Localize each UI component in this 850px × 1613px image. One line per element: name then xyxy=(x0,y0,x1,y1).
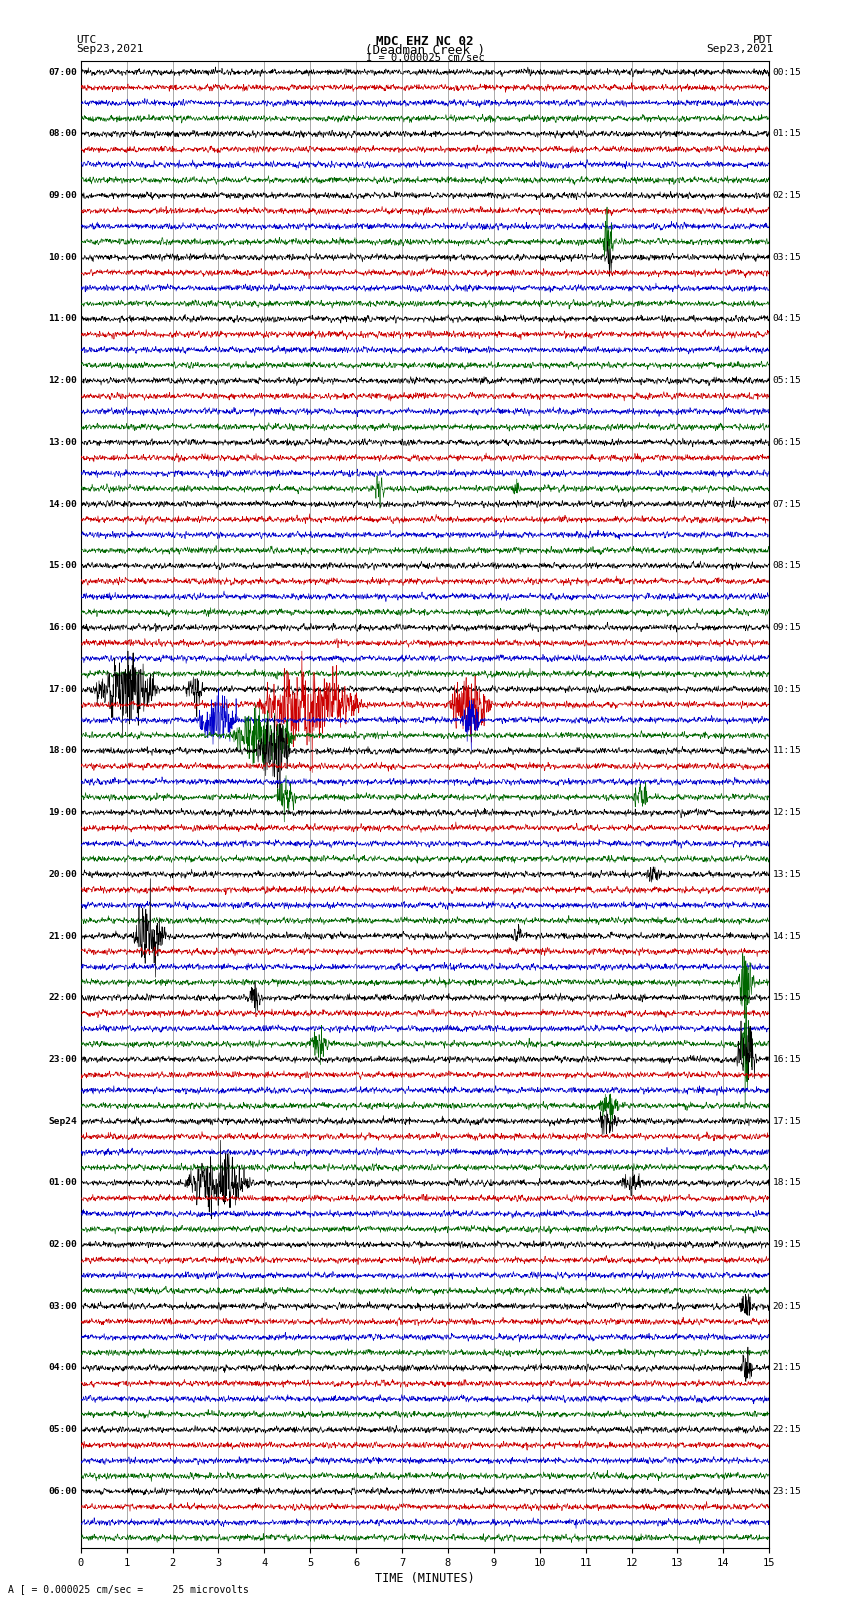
Text: 13:15: 13:15 xyxy=(773,869,802,879)
Text: 18:15: 18:15 xyxy=(773,1179,802,1187)
Text: 05:15: 05:15 xyxy=(773,376,802,386)
Text: 19:00: 19:00 xyxy=(48,808,77,818)
Text: 05:00: 05:00 xyxy=(48,1426,77,1434)
Text: 19:15: 19:15 xyxy=(773,1240,802,1248)
Text: (Deadman Creek ): (Deadman Creek ) xyxy=(365,44,485,58)
Text: 23:00: 23:00 xyxy=(48,1055,77,1065)
Text: 10:15: 10:15 xyxy=(773,684,802,694)
Text: 21:00: 21:00 xyxy=(48,932,77,940)
Text: 09:15: 09:15 xyxy=(773,623,802,632)
Text: 06:00: 06:00 xyxy=(48,1487,77,1495)
Text: 07:15: 07:15 xyxy=(773,500,802,508)
Text: 02:00: 02:00 xyxy=(48,1240,77,1248)
Text: 11:00: 11:00 xyxy=(48,315,77,324)
Text: 03:15: 03:15 xyxy=(773,253,802,261)
Text: UTC: UTC xyxy=(76,35,97,45)
Text: 06:15: 06:15 xyxy=(773,437,802,447)
Text: Sep23,2021: Sep23,2021 xyxy=(76,44,144,55)
Text: 04:15: 04:15 xyxy=(773,315,802,324)
Text: Sep24: Sep24 xyxy=(48,1116,77,1126)
Text: 12:15: 12:15 xyxy=(773,808,802,818)
Text: 02:15: 02:15 xyxy=(773,190,802,200)
Text: 17:15: 17:15 xyxy=(773,1116,802,1126)
Text: 09:00: 09:00 xyxy=(48,190,77,200)
Text: 15:00: 15:00 xyxy=(48,561,77,571)
Text: 11:15: 11:15 xyxy=(773,747,802,755)
Text: 17:00: 17:00 xyxy=(48,684,77,694)
X-axis label: TIME (MINUTES): TIME (MINUTES) xyxy=(375,1573,475,1586)
Text: 16:15: 16:15 xyxy=(773,1055,802,1065)
Text: 01:00: 01:00 xyxy=(48,1179,77,1187)
Text: 14:15: 14:15 xyxy=(773,932,802,940)
Text: 18:00: 18:00 xyxy=(48,747,77,755)
Text: 14:00: 14:00 xyxy=(48,500,77,508)
Text: 20:00: 20:00 xyxy=(48,869,77,879)
Text: I = 0.000025 cm/sec: I = 0.000025 cm/sec xyxy=(366,53,484,63)
Text: Sep23,2021: Sep23,2021 xyxy=(706,44,774,55)
Text: 01:15: 01:15 xyxy=(773,129,802,139)
Text: 13:00: 13:00 xyxy=(48,437,77,447)
Text: 03:00: 03:00 xyxy=(48,1302,77,1311)
Text: 23:15: 23:15 xyxy=(773,1487,802,1495)
Text: 12:00: 12:00 xyxy=(48,376,77,386)
Text: 07:00: 07:00 xyxy=(48,68,77,76)
Text: 16:00: 16:00 xyxy=(48,623,77,632)
Text: 08:00: 08:00 xyxy=(48,129,77,139)
Text: 00:15: 00:15 xyxy=(773,68,802,76)
Text: PDT: PDT xyxy=(753,35,774,45)
Text: 20:15: 20:15 xyxy=(773,1302,802,1311)
Text: 08:15: 08:15 xyxy=(773,561,802,571)
Text: 22:00: 22:00 xyxy=(48,994,77,1002)
Text: 22:15: 22:15 xyxy=(773,1426,802,1434)
Text: 04:00: 04:00 xyxy=(48,1363,77,1373)
Text: 15:15: 15:15 xyxy=(773,994,802,1002)
Text: 21:15: 21:15 xyxy=(773,1363,802,1373)
Text: MDC EHZ NC 02: MDC EHZ NC 02 xyxy=(377,35,473,48)
Text: A [ = 0.000025 cm/sec =     25 microvolts: A [ = 0.000025 cm/sec = 25 microvolts xyxy=(8,1584,249,1594)
Text: 10:00: 10:00 xyxy=(48,253,77,261)
